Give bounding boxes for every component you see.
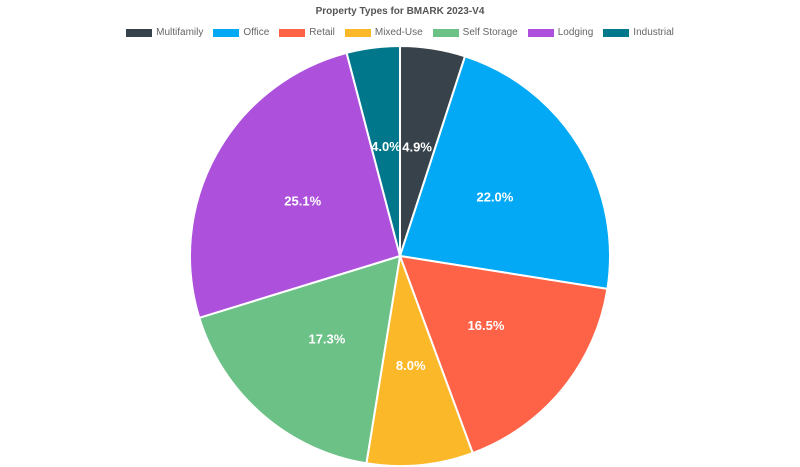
legend-label: Office: [243, 27, 270, 38]
legend-item-self-storage[interactable]: Self Storage: [432, 27, 518, 38]
legend-swatch: [603, 28, 630, 37]
legend-item-lodging[interactable]: Lodging: [527, 27, 594, 38]
pie-slice-industrial[interactable]: [345, 44, 401, 257]
legend-label: Retail: [309, 27, 335, 38]
legend-item-office[interactable]: Office: [213, 27, 269, 38]
slice-label-multifamily: 4.9%: [402, 140, 432, 155]
legend-item-industrial[interactable]: Industrial: [603, 27, 674, 38]
legend-swatch: [344, 28, 371, 37]
legend-label: Multifamily: [156, 27, 204, 38]
legend-item-multifamily[interactable]: Multifamily: [126, 27, 203, 38]
legend-label: Mixed-Use: [374, 27, 423, 38]
slice-label-self-storage: 17.3%: [308, 331, 345, 346]
chart-title: Property Types for BMARK 2023-V4: [315, 6, 485, 17]
legend-swatch: [126, 28, 153, 37]
slice-label-office: 22.0%: [476, 189, 513, 204]
legend-swatch: [432, 28, 459, 37]
legend-swatch: [279, 28, 306, 37]
legend-label: Self Storage: [462, 27, 518, 38]
slice-label-retail: 16.5%: [468, 318, 505, 333]
pie-slice-office[interactable]: [398, 55, 611, 291]
pie-slice-mixed-use[interactable]: [365, 252, 474, 467]
pie-slice-retail[interactable]: [398, 254, 609, 455]
slice-label-mixed-use: 8.0%: [396, 358, 426, 373]
pie-slice-lodging[interactable]: [189, 51, 402, 320]
slice-label-industrial: 4.0%: [371, 139, 401, 154]
legend-item-retail[interactable]: Retail: [279, 27, 335, 38]
slice-label-lodging: 25.1%: [284, 193, 321, 208]
legend-swatch: [213, 28, 240, 37]
pie-slice-self-storage[interactable]: [198, 254, 402, 465]
legend-label: Lodging: [557, 27, 594, 38]
legend-label: Industrial: [633, 27, 674, 38]
legend-swatch: [527, 28, 554, 37]
legend-item-mixed-use[interactable]: Mixed-Use: [344, 27, 423, 38]
legend: Multifamily Office Retail Mixed-Use Self Sto…: [0, 27, 800, 38]
